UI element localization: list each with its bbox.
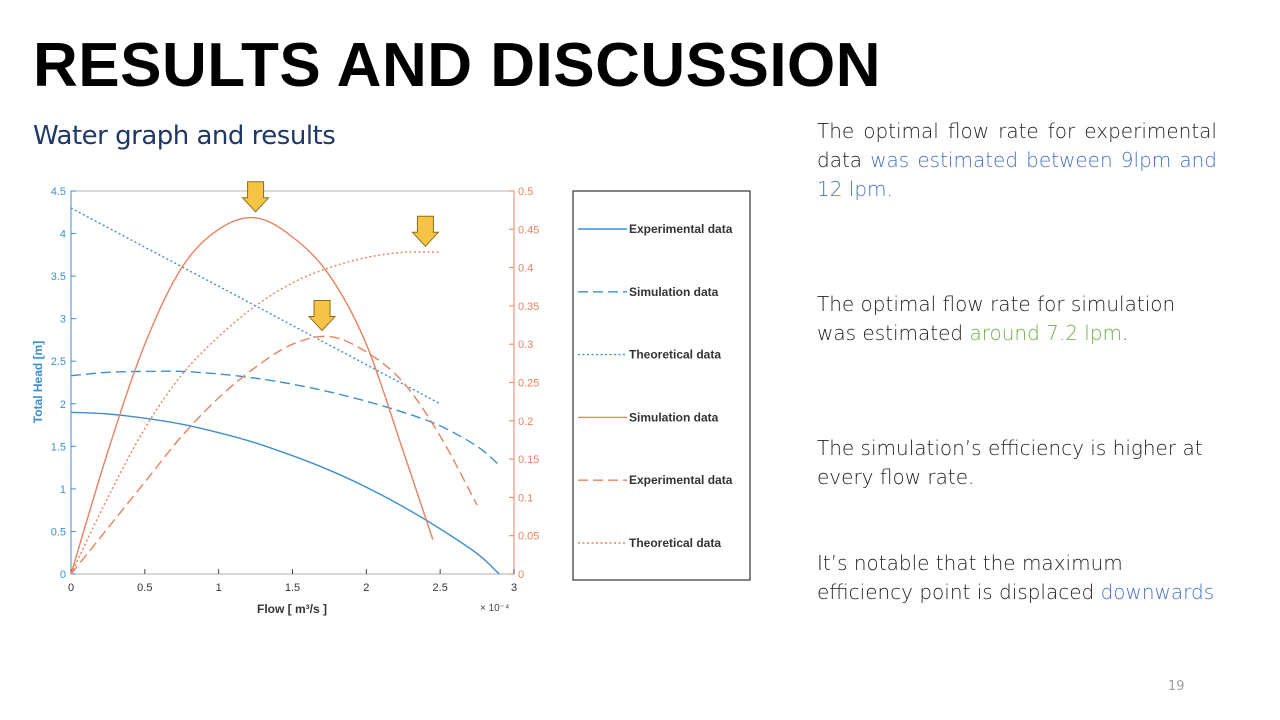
series-line-orange-dashed xyxy=(70,335,478,575)
note-experimental-optimal: The optimal flow rate for experimental d… xyxy=(817,117,1217,204)
note-text-segment: downwards xyxy=(1100,580,1215,604)
legend-entry-label: Simulation data xyxy=(629,285,719,299)
y-right-tick-label: 0.3 xyxy=(518,339,533,351)
x-axis: 0 0.5 1 1.5 2 2.5 3 xyxy=(68,569,517,594)
y-left-tick-label: 4.5 xyxy=(51,186,66,198)
plot-area xyxy=(70,190,515,575)
y-right-tick-label: 0.5 xyxy=(518,186,533,198)
note-simulation-efficiency: The simulation’s efficiency is higher at… xyxy=(817,434,1217,492)
slide-subtitle: Water graph and results xyxy=(33,121,336,151)
series-line-orange-dotted xyxy=(70,251,441,575)
legend: Experimental data Simulation data Theoreti… xyxy=(578,222,733,550)
slide-title: RESULTS AND DISCUSSION xyxy=(33,31,882,100)
y-left-tick-label: 2.5 xyxy=(51,356,66,368)
x-tick-label: 1.5 xyxy=(285,582,300,594)
note-text-segment: The optimal flow rate for simulation was… xyxy=(817,292,1176,345)
note-text-segment: was estimated between 9lpm and 12 lpm. xyxy=(817,148,1217,201)
y-left-tick-label: 2 xyxy=(60,399,66,411)
x-multiplier-label: × 10⁻⁴ xyxy=(480,603,509,614)
annotation-layer xyxy=(241,181,440,332)
y-right-tick-label: 0.05 xyxy=(518,531,539,543)
y-right-tick-label: 0.25 xyxy=(518,378,539,390)
note-text-segment: The simulation’s efficiency is higher at… xyxy=(817,436,1203,489)
x-tick-label: 0.5 xyxy=(137,582,152,594)
y-right-tick-label: 0.15 xyxy=(518,454,539,466)
y-left-tick-label: 4 xyxy=(60,229,66,241)
legend-entry-label: Theoretical data xyxy=(629,536,721,550)
x-axis-label: Flow [ m³/s ] xyxy=(257,602,327,616)
down-arrow-icon xyxy=(307,300,337,332)
y-right-tick-label: 0.35 xyxy=(518,301,539,313)
y-left-tick-label: 3.5 xyxy=(51,271,66,283)
y-right-tick-label: 0 xyxy=(518,569,524,581)
x-tick-label: 2.5 xyxy=(433,582,448,594)
series-line-blue-solid xyxy=(70,411,500,575)
note-simulation-optimal: The optimal flow rate for simulation was… xyxy=(817,290,1217,348)
legend-box xyxy=(572,190,751,581)
y-right-tick-label: 0.45 xyxy=(518,224,539,236)
y-left-tick-label: 1.5 xyxy=(51,441,66,453)
note-text-segment: It’s notable that the maximum efficiency… xyxy=(817,551,1123,604)
down-arrow-icon xyxy=(411,215,440,248)
legend-entry-label: Simulation data xyxy=(629,410,719,424)
x-tick-label: 1 xyxy=(216,582,222,594)
note-text-segment: The optimal flow rate for experimental d… xyxy=(817,119,1217,172)
note-text-segment: . xyxy=(1122,321,1129,345)
y-axis-left-label: Total Head [m] xyxy=(31,341,45,423)
x-tick-label: 0 xyxy=(68,582,74,594)
right-axis: 0 0.05 0.1 0.15 0.2 0.25 0.3 0.35 0.4 0.45 0.5 xyxy=(509,186,539,581)
note-efficiency-displaced: It’s notable that the maximum efficiency… xyxy=(817,549,1217,607)
y-left-tick-label: 1 xyxy=(60,484,66,496)
legend-entry-label: Experimental data xyxy=(629,473,733,487)
down-arrow-icon xyxy=(241,181,270,213)
series-line-blue-dashed xyxy=(70,370,500,466)
series-layer xyxy=(70,207,500,575)
legend-entry-label: Theoretical data xyxy=(629,348,721,362)
note-text-segment: around 7.2 lpm xyxy=(969,321,1123,345)
y-left-tick-label: 0.5 xyxy=(51,526,66,538)
y-right-tick-label: 0.4 xyxy=(518,263,533,275)
page-number: 19 xyxy=(1168,679,1185,694)
legend-entry-label: Experimental data xyxy=(629,222,733,236)
y-right-tick-label: 0.1 xyxy=(518,492,533,504)
efficiency-head-chart: 0 0.5 1 1.5 2 2.5 3 3.5 4 4.5 0 0.05 0.1 0.15 0.2 0.25… xyxy=(31,181,751,616)
series-line-orange-solid xyxy=(70,216,434,575)
y-left-tick-label: 0 xyxy=(60,569,66,581)
x-tick-label: 3 xyxy=(511,582,517,594)
y-left-tick-label: 3 xyxy=(60,314,66,326)
y-right-tick-label: 0.2 xyxy=(518,416,533,428)
left-axis: 0 0.5 1 1.5 2 2.5 3 3.5 4 4.5 xyxy=(51,186,76,581)
x-tick-label: 2 xyxy=(363,582,369,594)
